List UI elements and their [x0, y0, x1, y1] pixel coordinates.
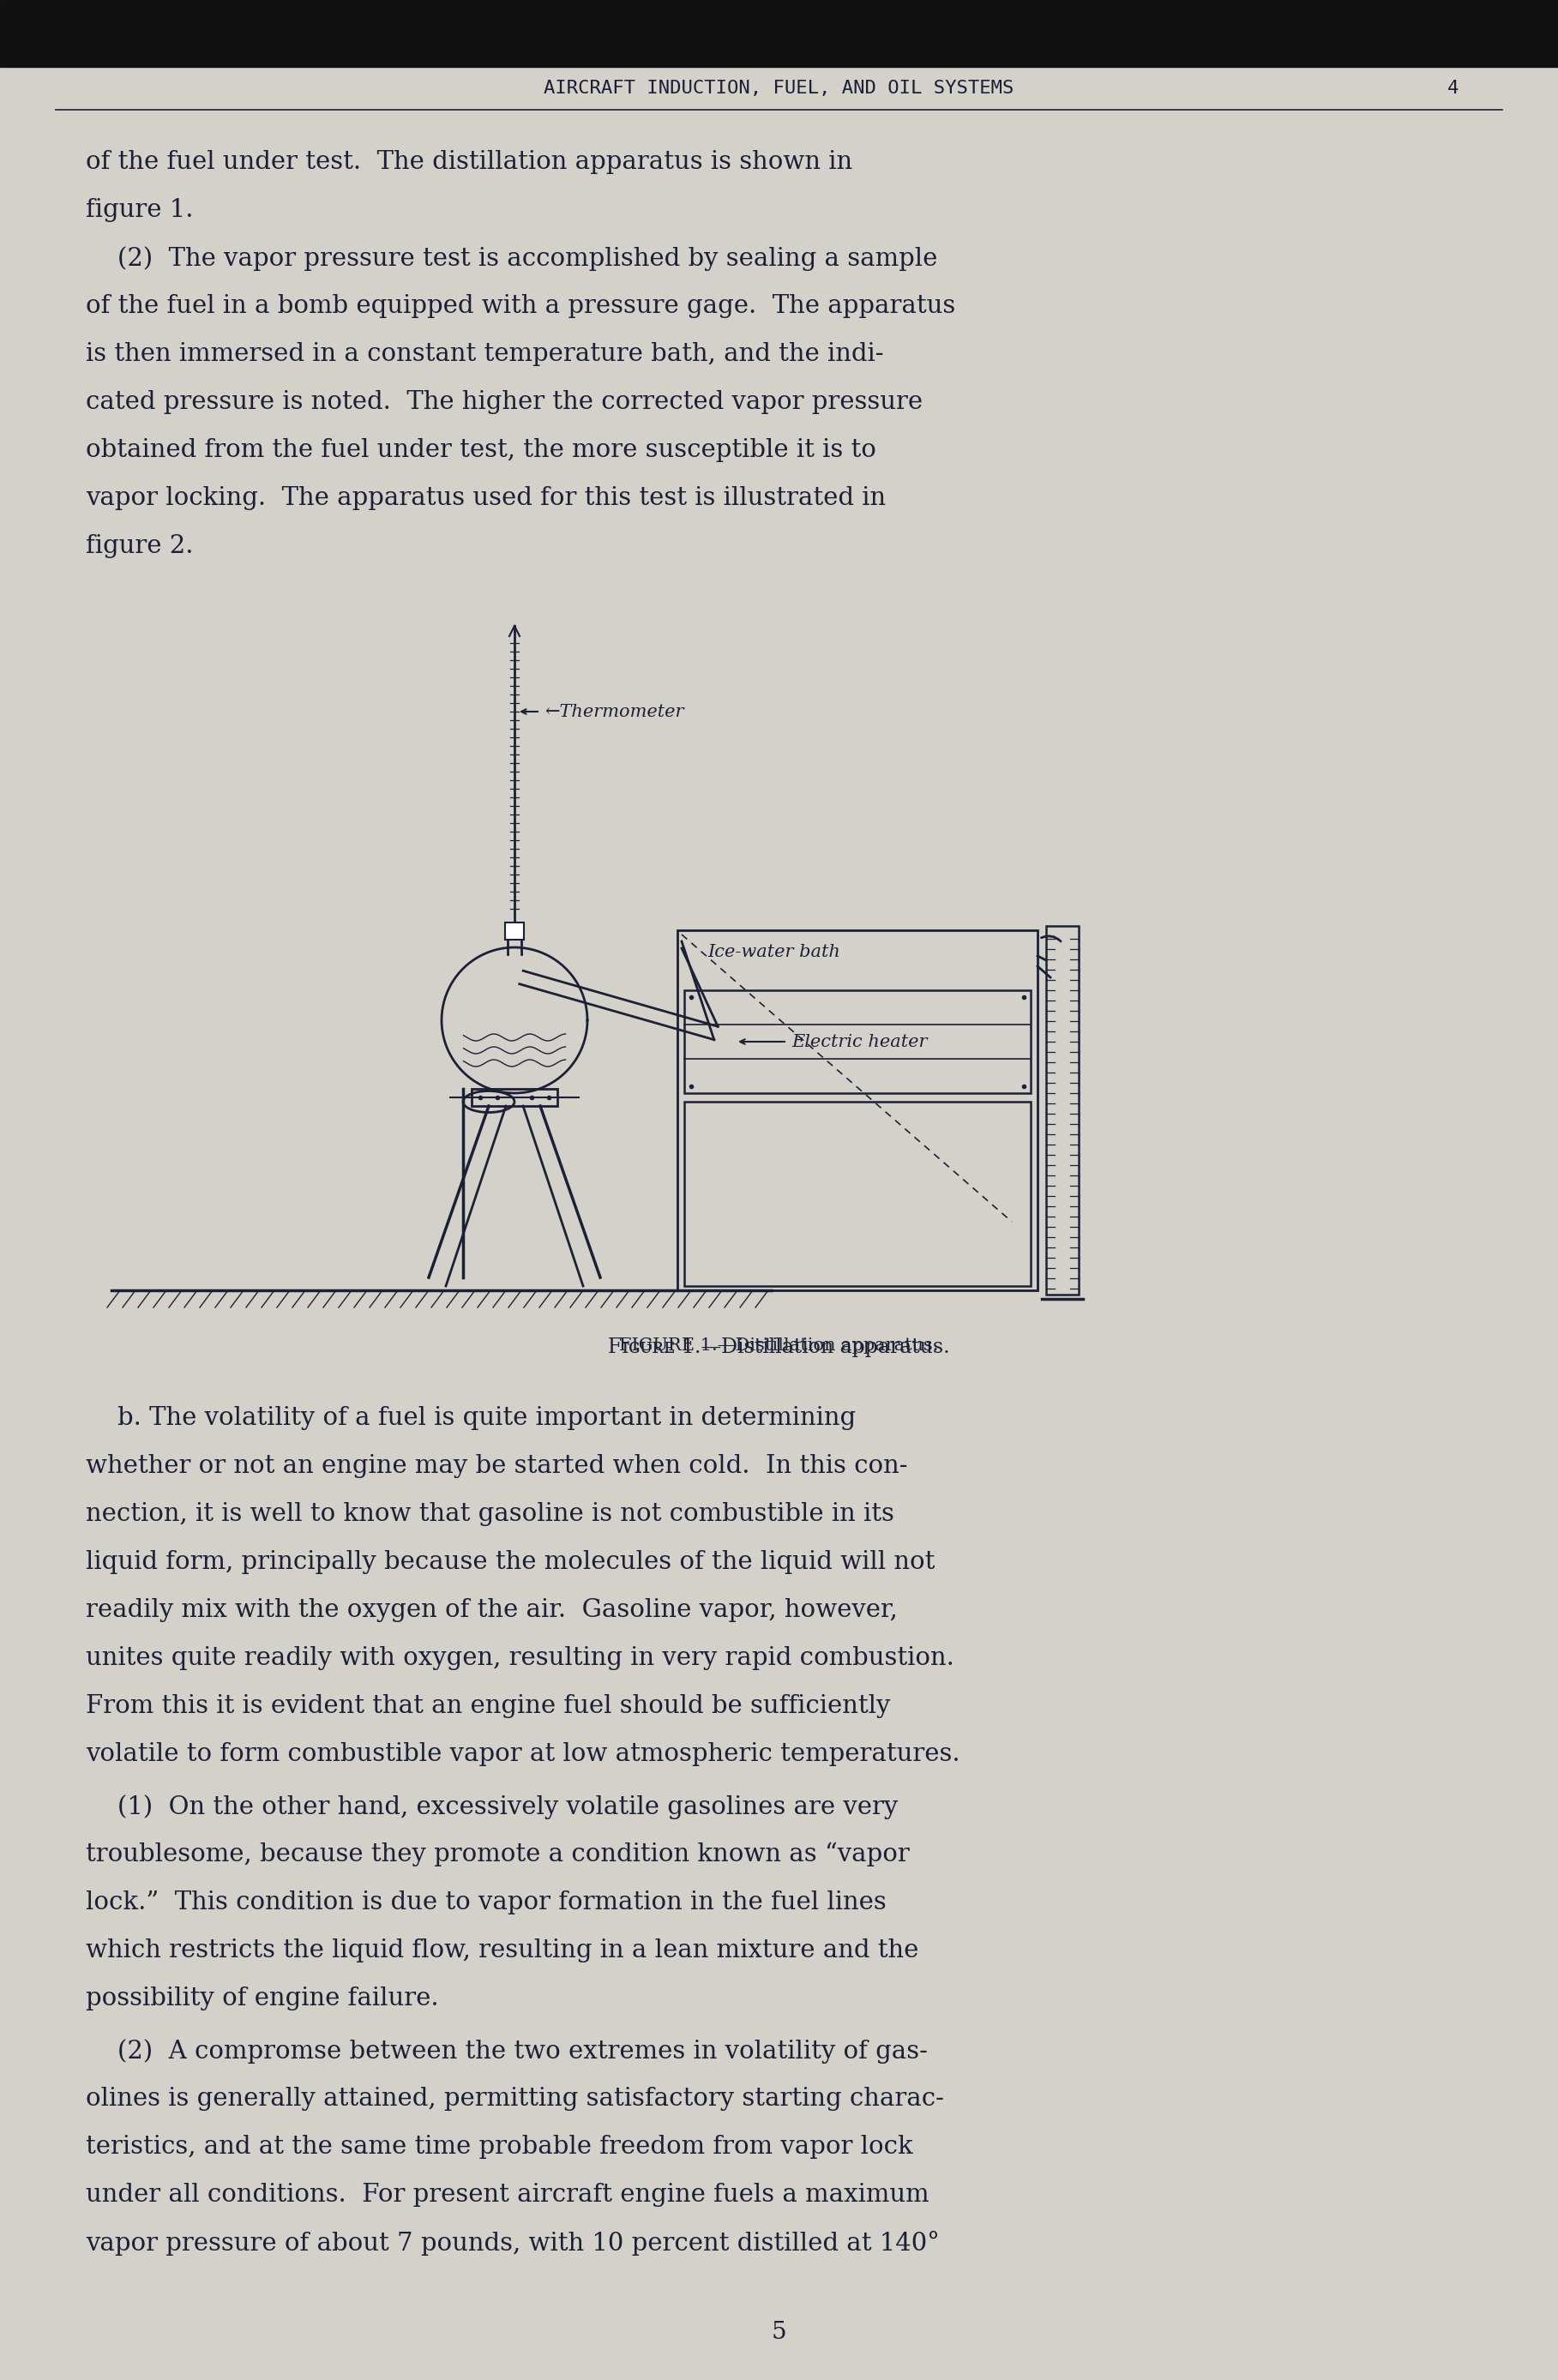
- Text: vapor pressure of about 7 pounds, with 10 percent distilled at 140°: vapor pressure of about 7 pounds, with 1…: [86, 2230, 939, 2256]
- Text: nection, it is well to know that gasoline is not combustible in its: nection, it is well to know that gasolin…: [86, 1502, 894, 1526]
- Bar: [0, 0, 1558, 67]
- Bar: [678, 931, 1038, 1290]
- Bar: [684, 990, 1031, 1092]
- Text: readily mix with the oxygen of the air.  Gasoline vapor, however,: readily mix with the oxygen of the air. …: [86, 1597, 897, 1623]
- Text: (2)  A compromse between the two extremes in volatility of gas-: (2) A compromse between the two extremes…: [86, 2040, 927, 2063]
- Text: ←Thermometer: ←Thermometer: [544, 704, 684, 719]
- Text: 5: 5: [771, 2320, 787, 2344]
- Text: AIRCRAFT INDUCTION, FUEL, AND OIL SYSTEMS: AIRCRAFT INDUCTION, FUEL, AND OIL SYSTEM…: [544, 81, 1014, 98]
- Text: (1)  On the other hand, excessively volatile gasolines are very: (1) On the other hand, excessively volat…: [86, 1795, 897, 1818]
- Text: Ice-water bath: Ice-water bath: [707, 942, 840, 959]
- Text: TM  1-407: TM 1-407: [1265, 36, 1387, 57]
- Text: Electric heater: Electric heater: [791, 1033, 927, 1050]
- Text: figure 1.: figure 1.: [86, 198, 193, 221]
- Text: under all conditions.  For present aircraft engine fuels a maximum: under all conditions. For present aircra…: [86, 2182, 929, 2206]
- Text: obtained from the fuel under test, the more susceptible it is to: obtained from the fuel under test, the m…: [86, 438, 876, 462]
- Text: (2)  The vapor pressure test is accomplished by sealing a sample: (2) The vapor pressure test is accomplis…: [86, 245, 938, 271]
- Text: unites quite readily with oxygen, resulting in very rapid combustion.: unites quite readily with oxygen, result…: [86, 1647, 953, 1671]
- Text: From this it is evident that an engine fuel should be sufficiently: From this it is evident that an engine f…: [86, 1695, 890, 1718]
- Text: teristics, and at the same time probable freedom from vapor lock: teristics, and at the same time probable…: [86, 2135, 913, 2159]
- Text: troublesome, because they promote a condition known as “vapor: troublesome, because they promote a cond…: [86, 1842, 910, 1866]
- Text: possibility of engine failure.: possibility of engine failure.: [86, 1987, 439, 2011]
- Text: of the fuel in a bomb equipped with a pressure gage.  The apparatus: of the fuel in a bomb equipped with a pr…: [86, 295, 955, 319]
- Text: whether or not an engine may be started when cold.  In this con-: whether or not an engine may be started …: [86, 1454, 908, 1478]
- Text: cated pressure is noted.  The higher the corrected vapor pressure: cated pressure is noted. The higher the …: [86, 390, 922, 414]
- Text: figure 2.: figure 2.: [86, 533, 193, 559]
- Text: which restricts the liquid flow, resulting in a lean mixture and the: which restricts the liquid flow, resulti…: [86, 1937, 919, 1964]
- Text: vapor locking.  The apparatus used for this test is illustrated in: vapor locking. The apparatus used for th…: [86, 486, 887, 509]
- Bar: [505, 923, 523, 940]
- Text: FIGURE 1.—Distillation apparatus.: FIGURE 1.—Distillation apparatus.: [619, 1338, 938, 1354]
- Text: lock.”  This condition is due to vapor formation in the fuel lines: lock.” This condition is due to vapor fo…: [86, 1890, 887, 1914]
- Text: olines is generally attained, permitting satisfactory starting charac-: olines is generally attained, permitting…: [86, 2087, 944, 2111]
- Bar: [1045, 926, 1078, 1295]
- Text: of the fuel under test.  The distillation apparatus is shown in: of the fuel under test. The distillation…: [86, 150, 852, 174]
- Text: volatile to form combustible vapor at low atmospheric temperatures.: volatile to form combustible vapor at lo…: [86, 1742, 960, 1766]
- Bar: [472, 1088, 558, 1107]
- Bar: [684, 1102, 1031, 1285]
- Text: liquid form, principally because the molecules of the liquid will not: liquid form, principally because the mol…: [86, 1549, 935, 1573]
- Text: b. The volatility of a fuel is quite important in determining: b. The volatility of a fuel is quite imp…: [86, 1407, 855, 1430]
- Text: Fɪɢᴜʀᴇ 1.—Distillation apparatus.: Fɪɢᴜʀᴇ 1.—Distillation apparatus.: [608, 1338, 949, 1357]
- Text: 4: 4: [1447, 81, 1460, 98]
- Text: is then immersed in a constant temperature bath, and the indi-: is then immersed in a constant temperatu…: [86, 343, 883, 367]
